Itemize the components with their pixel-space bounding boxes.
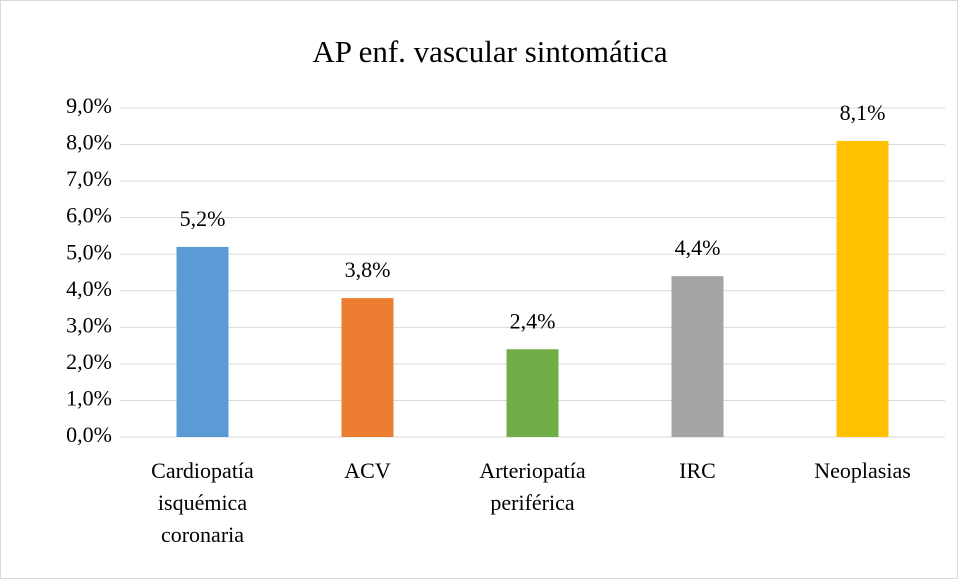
value-label: 2,4%: [510, 308, 556, 333]
y-tick-label: 2,0%: [66, 349, 112, 374]
x-tick-label: Arteriopatía periférica: [479, 458, 586, 515]
y-tick-label: 5,0%: [66, 239, 112, 264]
y-tick-label: 3,0%: [66, 312, 112, 337]
bar: [506, 349, 559, 437]
x-tick-label: ACV: [344, 458, 391, 483]
bar: [671, 276, 724, 437]
value-label: 3,8%: [345, 257, 391, 282]
x-tick-label: Cardiopatía isquémica coronaria: [151, 458, 254, 547]
y-tick-label: 1,0%: [66, 385, 112, 410]
value-label: 8,1%: [840, 100, 886, 125]
value-label: 4,4%: [675, 235, 721, 260]
chart-title: AP enf. vascular sintomática: [312, 34, 667, 69]
y-tick-label: 8,0%: [66, 130, 112, 155]
y-tick-label: 6,0%: [66, 203, 112, 228]
y-tick-label: 4,0%: [66, 276, 112, 301]
x-tick-label: Neoplasias: [814, 458, 911, 483]
value-label: 5,2%: [180, 206, 226, 231]
bar: [836, 140, 889, 437]
x-tick-label: IRC: [679, 458, 716, 483]
y-tick-label: 7,0%: [66, 166, 112, 191]
y-tick-label: 0,0%: [66, 422, 112, 447]
bar: [341, 298, 394, 437]
bar: [176, 246, 229, 437]
y-tick-label: 9,0%: [66, 93, 112, 118]
